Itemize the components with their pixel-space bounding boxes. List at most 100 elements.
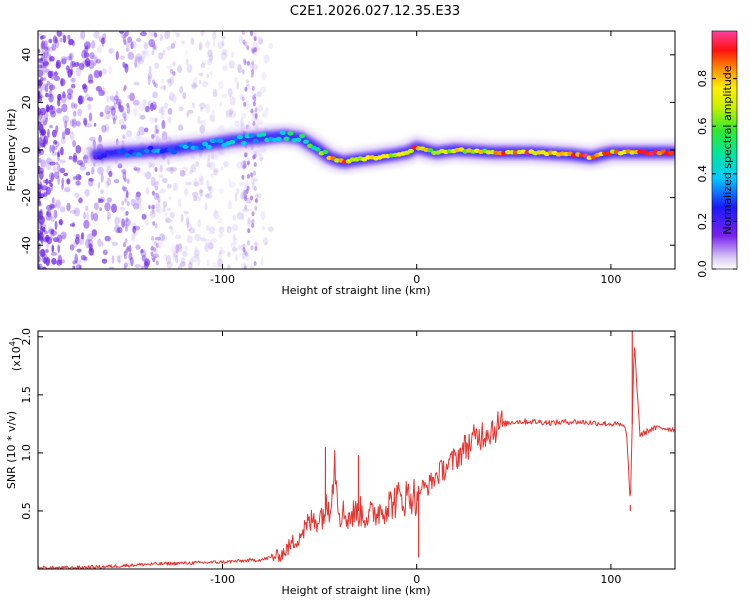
noise-speck xyxy=(257,36,264,45)
noise-speck xyxy=(142,171,146,177)
noise-streak xyxy=(250,245,254,251)
noise-speck xyxy=(38,121,42,125)
noise-speck xyxy=(236,161,243,169)
x-tick-label: -100 xyxy=(210,573,235,586)
noise-speck xyxy=(38,165,41,175)
noise-speck xyxy=(85,123,93,128)
noise-speck xyxy=(93,122,97,127)
noise-streak xyxy=(253,186,257,191)
noise-speck xyxy=(41,185,48,191)
noise-speck xyxy=(239,93,244,100)
ridge-core xyxy=(143,148,150,153)
noise-speck xyxy=(106,212,111,220)
noise-streak xyxy=(155,192,159,198)
ridge-core xyxy=(260,132,267,137)
noise-speck xyxy=(179,85,184,94)
noise-streak xyxy=(253,96,257,102)
ridge-core xyxy=(287,131,294,136)
noise-speck xyxy=(68,155,73,160)
noise-streak xyxy=(246,240,250,246)
noise-speck xyxy=(95,86,102,92)
noise-speck xyxy=(148,31,156,37)
noise-speck xyxy=(53,140,58,145)
noise-speck xyxy=(227,264,231,269)
noise-speck xyxy=(236,81,239,90)
noise-speck xyxy=(200,106,203,112)
noise-speck xyxy=(127,36,132,43)
noise-streak xyxy=(122,134,126,140)
noise-speck xyxy=(83,211,86,220)
noise-speck xyxy=(253,241,258,247)
noise-speck xyxy=(61,103,68,113)
noise-speck xyxy=(42,115,45,123)
noise-speck xyxy=(205,238,212,245)
noise-speck xyxy=(241,212,245,221)
noise-speck xyxy=(187,109,194,114)
noise-streak xyxy=(252,94,255,100)
noise-speck xyxy=(148,65,152,74)
noise-speck xyxy=(85,238,91,249)
noise-speck xyxy=(97,166,104,175)
noise-speck xyxy=(195,196,201,202)
noise-speck xyxy=(199,125,206,134)
noise-speck xyxy=(232,233,236,242)
noise-speck xyxy=(114,216,120,226)
snr-frame xyxy=(37,330,676,570)
noise-speck xyxy=(91,55,98,59)
noise-streak xyxy=(253,93,257,99)
noise-speck xyxy=(50,216,55,223)
noise-speck xyxy=(133,107,138,117)
noise-speck xyxy=(178,242,183,250)
noise-speck xyxy=(93,212,99,222)
noise-streak xyxy=(123,116,127,122)
noise-speck xyxy=(150,163,155,168)
ridge-core xyxy=(217,138,224,144)
noise-speck xyxy=(47,129,50,138)
ridge-core xyxy=(427,148,434,153)
noise-speck xyxy=(192,195,197,202)
noise-speck xyxy=(154,236,161,241)
noise-speck xyxy=(93,69,100,79)
noise-speck xyxy=(84,45,89,50)
noise-speck xyxy=(158,205,162,215)
noise-speck xyxy=(107,216,110,221)
noise-speck xyxy=(191,255,198,263)
ridge-core xyxy=(279,130,286,135)
noise-speck xyxy=(40,249,45,257)
noise-streak xyxy=(251,218,255,224)
noise-speck xyxy=(138,113,142,119)
noise-speck xyxy=(140,264,145,269)
noise-speck xyxy=(234,77,238,84)
noise-speck xyxy=(75,236,80,245)
noise-speck xyxy=(212,89,218,98)
noise-speck xyxy=(66,202,71,212)
noise-speck xyxy=(57,254,62,264)
snr-panel: -100 0 100 0.5 1.0 1.5 2.0 Height of straight … xyxy=(5,328,676,597)
noise-streak xyxy=(153,44,156,50)
noise-speck xyxy=(88,243,93,252)
noise-speck xyxy=(149,117,155,125)
noise-speck xyxy=(64,120,68,130)
noise-speck xyxy=(45,117,48,122)
noise-speck xyxy=(265,241,268,245)
noise-speck xyxy=(140,248,144,254)
noise-speck xyxy=(122,112,127,119)
noise-streak xyxy=(124,186,128,192)
noise-streak xyxy=(154,167,158,173)
noise-speck xyxy=(114,224,121,233)
noise-speck xyxy=(166,79,172,83)
noise-streak xyxy=(250,108,254,114)
noise-speck xyxy=(212,38,216,47)
noise-speck xyxy=(178,264,183,269)
noise-speck xyxy=(193,76,198,86)
noise-speck xyxy=(204,243,209,253)
noise-speck xyxy=(78,62,85,70)
noise-speck xyxy=(53,171,60,179)
noise-speck xyxy=(172,61,176,67)
noise-speck xyxy=(200,62,206,68)
noise-speck xyxy=(263,54,270,64)
noise-speck xyxy=(178,106,184,111)
noise-streak xyxy=(251,85,255,91)
noise-speck xyxy=(185,181,192,186)
noise-streak xyxy=(254,107,258,113)
